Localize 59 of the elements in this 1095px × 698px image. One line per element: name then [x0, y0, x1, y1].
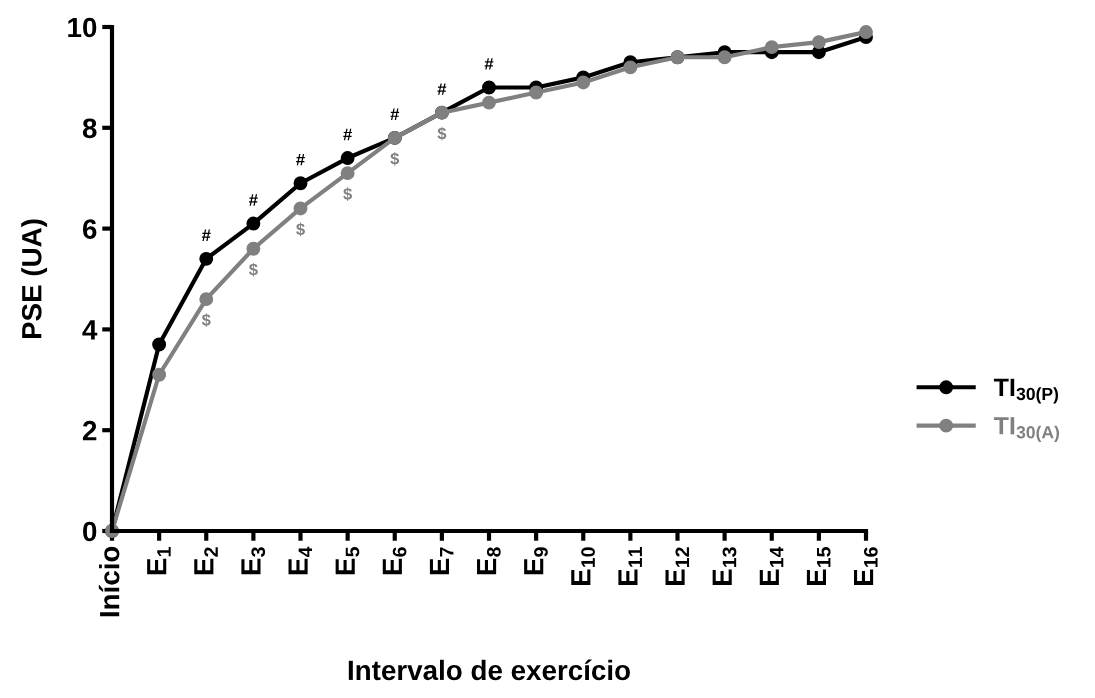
point	[152, 337, 167, 352]
x-tick-label: E$_{1}$	[147, 547, 171, 575]
point	[623, 60, 638, 75]
x-tick-label: E$_{13}$	[712, 547, 737, 586]
point	[859, 25, 873, 39]
point	[293, 176, 308, 191]
y-tick-label: 10	[68, 17, 97, 38]
x-tick-label: E$_{7}$	[429, 547, 454, 575]
annotation: #	[484, 58, 494, 70]
y-axis-title: PSE (UA)	[21, 219, 48, 339]
point	[482, 95, 496, 110]
legend-label: TI$_{30(A)}$	[993, 417, 1059, 442]
point	[811, 35, 826, 50]
annotation: #	[201, 229, 211, 241]
annotation: #	[249, 194, 258, 206]
point	[293, 201, 308, 216]
x-tick-label: E$_{4}$	[288, 546, 313, 575]
legend-label: TI$_{30(P)}$	[993, 378, 1059, 404]
y-tick-label: 4	[82, 320, 98, 340]
point	[764, 40, 779, 55]
x-tick-label: E$_{16}$	[854, 547, 878, 586]
point	[340, 166, 355, 181]
annotation: $	[437, 126, 447, 141]
point	[199, 292, 214, 307]
x-tick-label: Início	[98, 546, 120, 617]
point	[199, 251, 214, 266]
annotation: #	[390, 108, 400, 120]
annotation: $	[343, 187, 353, 201]
point	[576, 75, 591, 90]
point	[482, 80, 496, 95]
x-tick-label: E$_{14}$	[759, 546, 784, 586]
y-tick-label: 8	[82, 118, 97, 139]
annotation: $	[390, 152, 400, 166]
y-tick-label: 2	[82, 420, 97, 441]
y-tick-label: 0	[83, 521, 97, 542]
annotation: #	[343, 128, 352, 141]
point	[717, 50, 732, 65]
x-tick-label: E$_{8}$	[477, 547, 501, 575]
y-tick-label: 6	[82, 219, 97, 239]
x-tick-label: E$_{5}$	[335, 547, 360, 575]
x-tick-label: E$_{3}$	[241, 547, 266, 575]
x-tick-label: E$_{2}$	[194, 547, 218, 575]
x-tick-label: E$_{11}$	[618, 547, 642, 586]
x-axis-title: Intervalo de exercício	[348, 659, 630, 681]
annotation: #	[296, 153, 305, 166]
x-tick-label: E$_{10}$	[571, 547, 595, 586]
x-tick-label: E$_{6}$	[382, 547, 407, 575]
x-tick-label: E$_{15}$	[806, 547, 831, 586]
point	[152, 367, 167, 382]
annotation: #	[437, 83, 447, 95]
annotation: $	[201, 313, 211, 327]
x-tick-label: E$_{9}$	[524, 547, 548, 575]
point	[246, 241, 261, 256]
annotation: $	[296, 222, 305, 237]
x-tick-label: E$_{12}$	[665, 547, 690, 586]
point	[340, 151, 355, 165]
point	[529, 85, 544, 100]
annotation: $	[248, 262, 258, 277]
point	[246, 216, 261, 231]
